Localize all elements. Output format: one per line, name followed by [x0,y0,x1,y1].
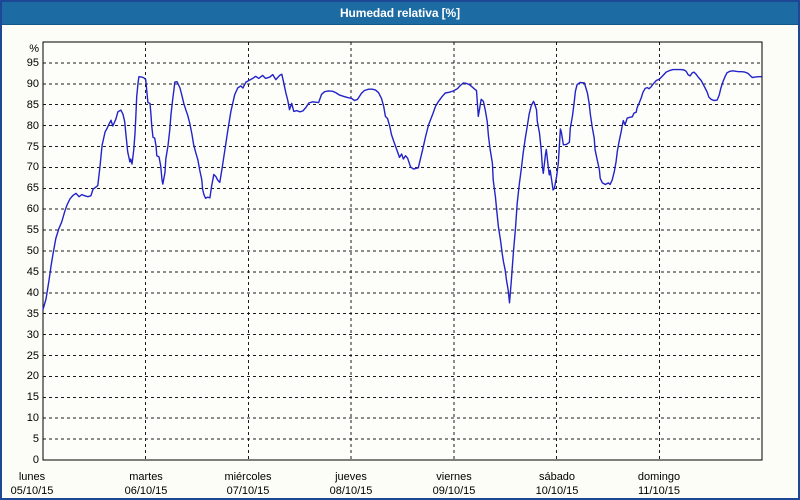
plot-border [42,41,763,461]
window-title: Humedad relativa [%] [339,6,461,20]
window-titlebar: Humedad relativa [%] [2,2,798,25]
plot-area [43,42,762,460]
humidity-series-line [42,68,762,311]
